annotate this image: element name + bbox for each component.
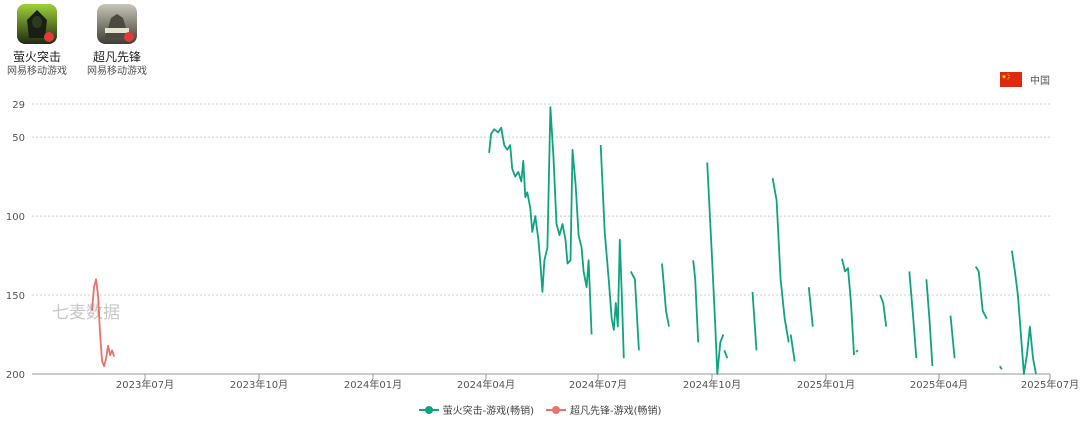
region-selector[interactable]: 中国 [1000,72,1050,87]
series-line-1 [999,365,1003,370]
x-tick-label: 2025年01月 [797,378,855,391]
series-line-1 [807,287,814,327]
legend-item[interactable]: 超凡先锋-游戏(畅销) [546,402,661,417]
y-tick-label: 150 [6,291,25,302]
region-label: 中国 [1030,76,1050,87]
legend-item[interactable]: 萤火突击-游戏(畅销) [418,402,534,417]
app-card[interactable]: 萤火突击 网易移动游戏 [0,4,77,78]
y-tick-label: 100 [6,212,25,223]
series-line-1 [630,270,640,351]
china-flag-icon [1000,72,1022,87]
series-line-1 [706,162,725,375]
series-line-1 [789,334,796,362]
series-line-1 [841,258,855,356]
rank-line-chart: 29 50 100 150 200 七麦数据 2023年07月 2023年10月 2024年01… [6,100,1079,391]
series-line-1 [751,291,758,351]
series-line-1 [879,294,888,327]
legend-swatch-icon [546,405,566,414]
series-line-1 [771,178,790,343]
legend-label: 萤火突击-游戏(畅销) [442,406,534,417]
x-tick-label: 2023年10月 [230,378,288,391]
app-name: 超凡先锋 [92,50,141,64]
series-line-1 [599,145,625,359]
x-tick-label: 2024年10月 [683,378,741,391]
app-developer: 网易移动游戏 [87,66,147,77]
y-tick-label: 29 [12,100,25,111]
x-tick-label: 2024年01月 [344,378,402,391]
legend-label: 超凡先锋-游戏(畅销) [570,406,662,417]
x-tick-label: 2025年07月 [1021,378,1079,391]
super-pioneer-app-icon [97,4,137,44]
series-line-1 [974,266,988,320]
app-name: 萤火突击 [12,50,61,64]
x-tick-label: 2023年07月 [116,378,174,391]
series-line-1 [908,271,918,359]
series-line-1 [855,349,859,353]
y-tick-label: 50 [12,133,25,144]
x-tick-label: 2025年04月 [910,378,968,391]
firefly-assault-app-icon [17,4,57,44]
series-line-1 [1011,250,1037,375]
series-line-1 [488,106,593,335]
x-tick-label: 2024年04月 [457,378,515,391]
series-line-1 [692,260,700,343]
series-line-1 [661,263,670,327]
chart-legend: 萤火突击-游戏(畅销) 超凡先锋-游戏(畅销) [0,402,1080,417]
watermark: 七麦数据 [52,303,120,323]
app-developer: 网易移动游戏 [7,66,67,77]
y-tick-label: 200 [6,370,25,381]
series-line-1 [949,315,956,359]
series-line-2 [91,278,115,368]
series-line-1 [723,349,729,359]
series-line-1 [925,279,934,367]
app-card[interactable]: 超凡先锋 网易移动游戏 [77,4,157,78]
legend-swatch-icon [418,405,439,414]
x-tick-label: 2024年07月 [569,378,627,391]
